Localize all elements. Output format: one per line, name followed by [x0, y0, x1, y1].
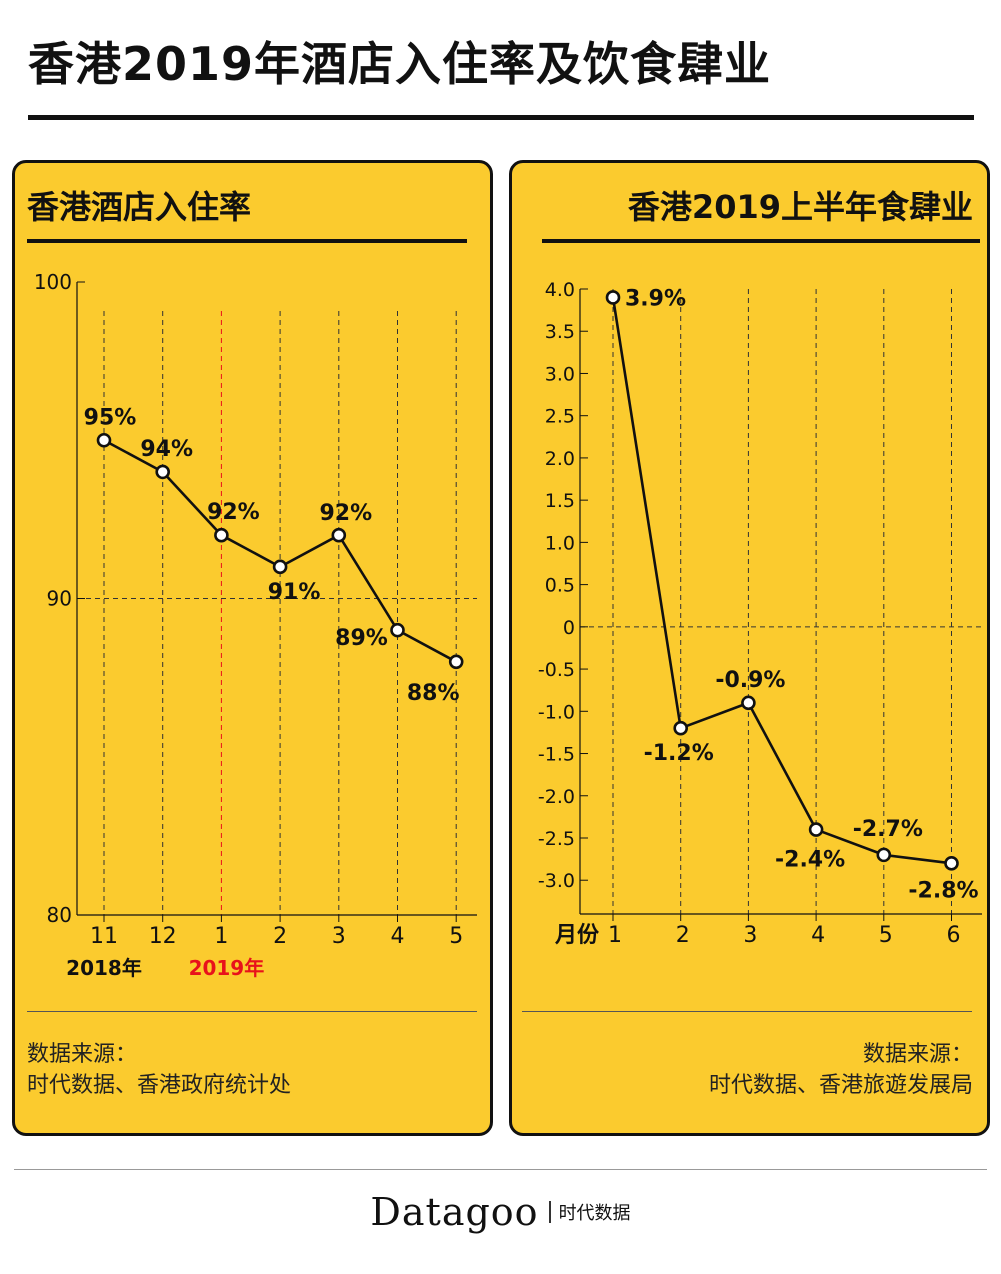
restaurant-y-tick-label: 3.0 [545, 363, 575, 385]
brand-chinese-name: 时代数据 [558, 1203, 631, 1224]
restaurant-y-tick-label: 1.5 [545, 490, 575, 512]
hotel-y-tick-label: 100 [34, 270, 72, 294]
restaurant-x-axis-title: 月份 [554, 923, 600, 948]
restaurant-y-tick-label: 2.5 [545, 406, 575, 428]
restaurant-x-tick-label: 5 [879, 923, 893, 948]
restaurant-y-tick-label: 3.5 [545, 321, 575, 343]
hotel-panel-title-rule [27, 239, 467, 243]
hotel-data-label: 95% [84, 405, 137, 430]
restaurant-y-tick-label: -2.5 [538, 828, 575, 850]
restaurant-y-tick-label: 1.0 [545, 532, 575, 554]
title-underline [28, 115, 974, 120]
hotel-year-label: 2019年 [189, 956, 265, 980]
hotel-data-label: 92% [319, 501, 372, 526]
restaurant-y-tick-label: 4.0 [545, 279, 575, 301]
brand-logo-text: Datagoo [370, 1190, 539, 1234]
restaurant-y-tick-label: -0.5 [538, 659, 575, 681]
restaurant-y-tick-label: -1.0 [538, 701, 575, 723]
restaurant-x-tick-label: 6 [947, 923, 961, 948]
hotel-x-tick-label: 3 [332, 924, 346, 949]
hotel-year-label: 2018年 [66, 956, 142, 980]
restaurant-source-note: 数据来源： 时代数据、香港旅遊发展局 [709, 1039, 973, 1101]
restaurant-source-text: 时代数据、香港旅遊发展局 [708, 1073, 973, 1098]
restaurant-y-tick-label: -1.5 [538, 744, 575, 766]
hotel-data-point [331, 527, 347, 543]
hotel-x-tick-label: 1 [214, 924, 228, 949]
restaurant-y-tick-label: 2.0 [545, 448, 575, 470]
hotel-x-tick-label: 5 [449, 924, 463, 949]
hotel-data-point [272, 559, 288, 575]
restaurant-data-point [605, 290, 621, 305]
restaurant-data-label: -2.8% [908, 878, 978, 903]
hotel-footer-rule [27, 1011, 477, 1012]
hotel-data-point [155, 464, 170, 480]
restaurant-growth-chart: 4.0 3.5 3.0 2.5 2.0 1.5 1.0 0.5 0 -0.5 -1.0 -1.5 -2.… [538, 279, 982, 948]
restaurant-data-label: -2.4% [775, 848, 845, 873]
restaurant-x-tick-label: 2 [676, 923, 690, 948]
brand-separator [548, 1201, 551, 1223]
restaurant-y-tick-label: -2.0 [538, 786, 575, 808]
hotel-data-label: 94% [140, 437, 193, 462]
hotel-data-point [448, 654, 464, 670]
restaurant-x-tick-label: 1 [608, 923, 622, 948]
hotel-data-label: 89% [335, 626, 388, 651]
restaurant-x-tick-label: 4 [811, 923, 825, 948]
hotel-panel-title: 香港酒店入住率 [27, 188, 252, 226]
restaurant-data-point [673, 720, 688, 736]
hotel-data-label: 92% [207, 500, 260, 525]
restaurant-data-label: 3.9% [625, 286, 686, 311]
restaurant-panel-title-rule [542, 239, 980, 243]
hotel-data-point [214, 527, 229, 543]
hotel-source-label: 数据来源： [27, 1042, 138, 1067]
hotel-data-label: 88% [407, 681, 460, 706]
hotel-data-point [96, 432, 112, 448]
restaurant-footer-rule [522, 1011, 972, 1012]
restaurant-panel-title: 香港2019上半年食肆业 [627, 188, 973, 226]
restaurant-data-point [876, 847, 892, 863]
footer-divider [14, 1169, 987, 1170]
restaurant-data-label: -1.2% [644, 741, 714, 766]
restaurant-data-point [741, 695, 756, 711]
hotel-data-point [390, 622, 405, 638]
hotel-data-label: 91% [268, 580, 321, 605]
restaurant-data-label: -0.9% [715, 668, 785, 693]
restaurant-y-tick-label: 0.5 [545, 575, 575, 597]
hotel-x-tick-label: 12 [149, 924, 177, 949]
main-title: 香港2019年酒店入住率及饮食肆业 [28, 37, 772, 91]
hotel-occupancy-panel: 香港酒店入住率 80 90 100 11 12 1 2 3 4 5 2018年 2019年 95% 94%… [12, 160, 493, 1136]
restaurant-data-point [944, 856, 959, 871]
hotel-source-note: 数据来源： 时代数据、香港政府统计处 [27, 1039, 291, 1101]
restaurant-data-label: -2.7% [853, 817, 923, 842]
restaurant-panel: 香港2019上半年食肆业 4.0 3.5 3.0 2.5 2.0 1.5 1.0 0.5 0 -0… [509, 160, 990, 1136]
hotel-x-tick-label: 2 [273, 924, 287, 949]
restaurant-data-point [808, 822, 824, 837]
restaurant-y-tick-label: -3.0 [538, 870, 575, 892]
hotel-x-tick-label: 11 [90, 924, 118, 949]
restaurant-x-tick-label: 3 [743, 923, 757, 948]
hotel-x-tick-label: 4 [391, 924, 405, 949]
restaurant-source-label: 数据来源： [862, 1042, 973, 1067]
brand-footer: Datagoo 时代数据 [0, 1190, 1001, 1234]
restaurant-y-tick-label: 0 [563, 617, 575, 639]
restaurant-data-line [611, 297, 952, 865]
hotel-y-tick-label: 80 [47, 903, 72, 927]
hotel-y-tick-label: 90 [47, 587, 72, 611]
hotel-source-text: 时代数据、香港政府统计处 [27, 1073, 292, 1098]
